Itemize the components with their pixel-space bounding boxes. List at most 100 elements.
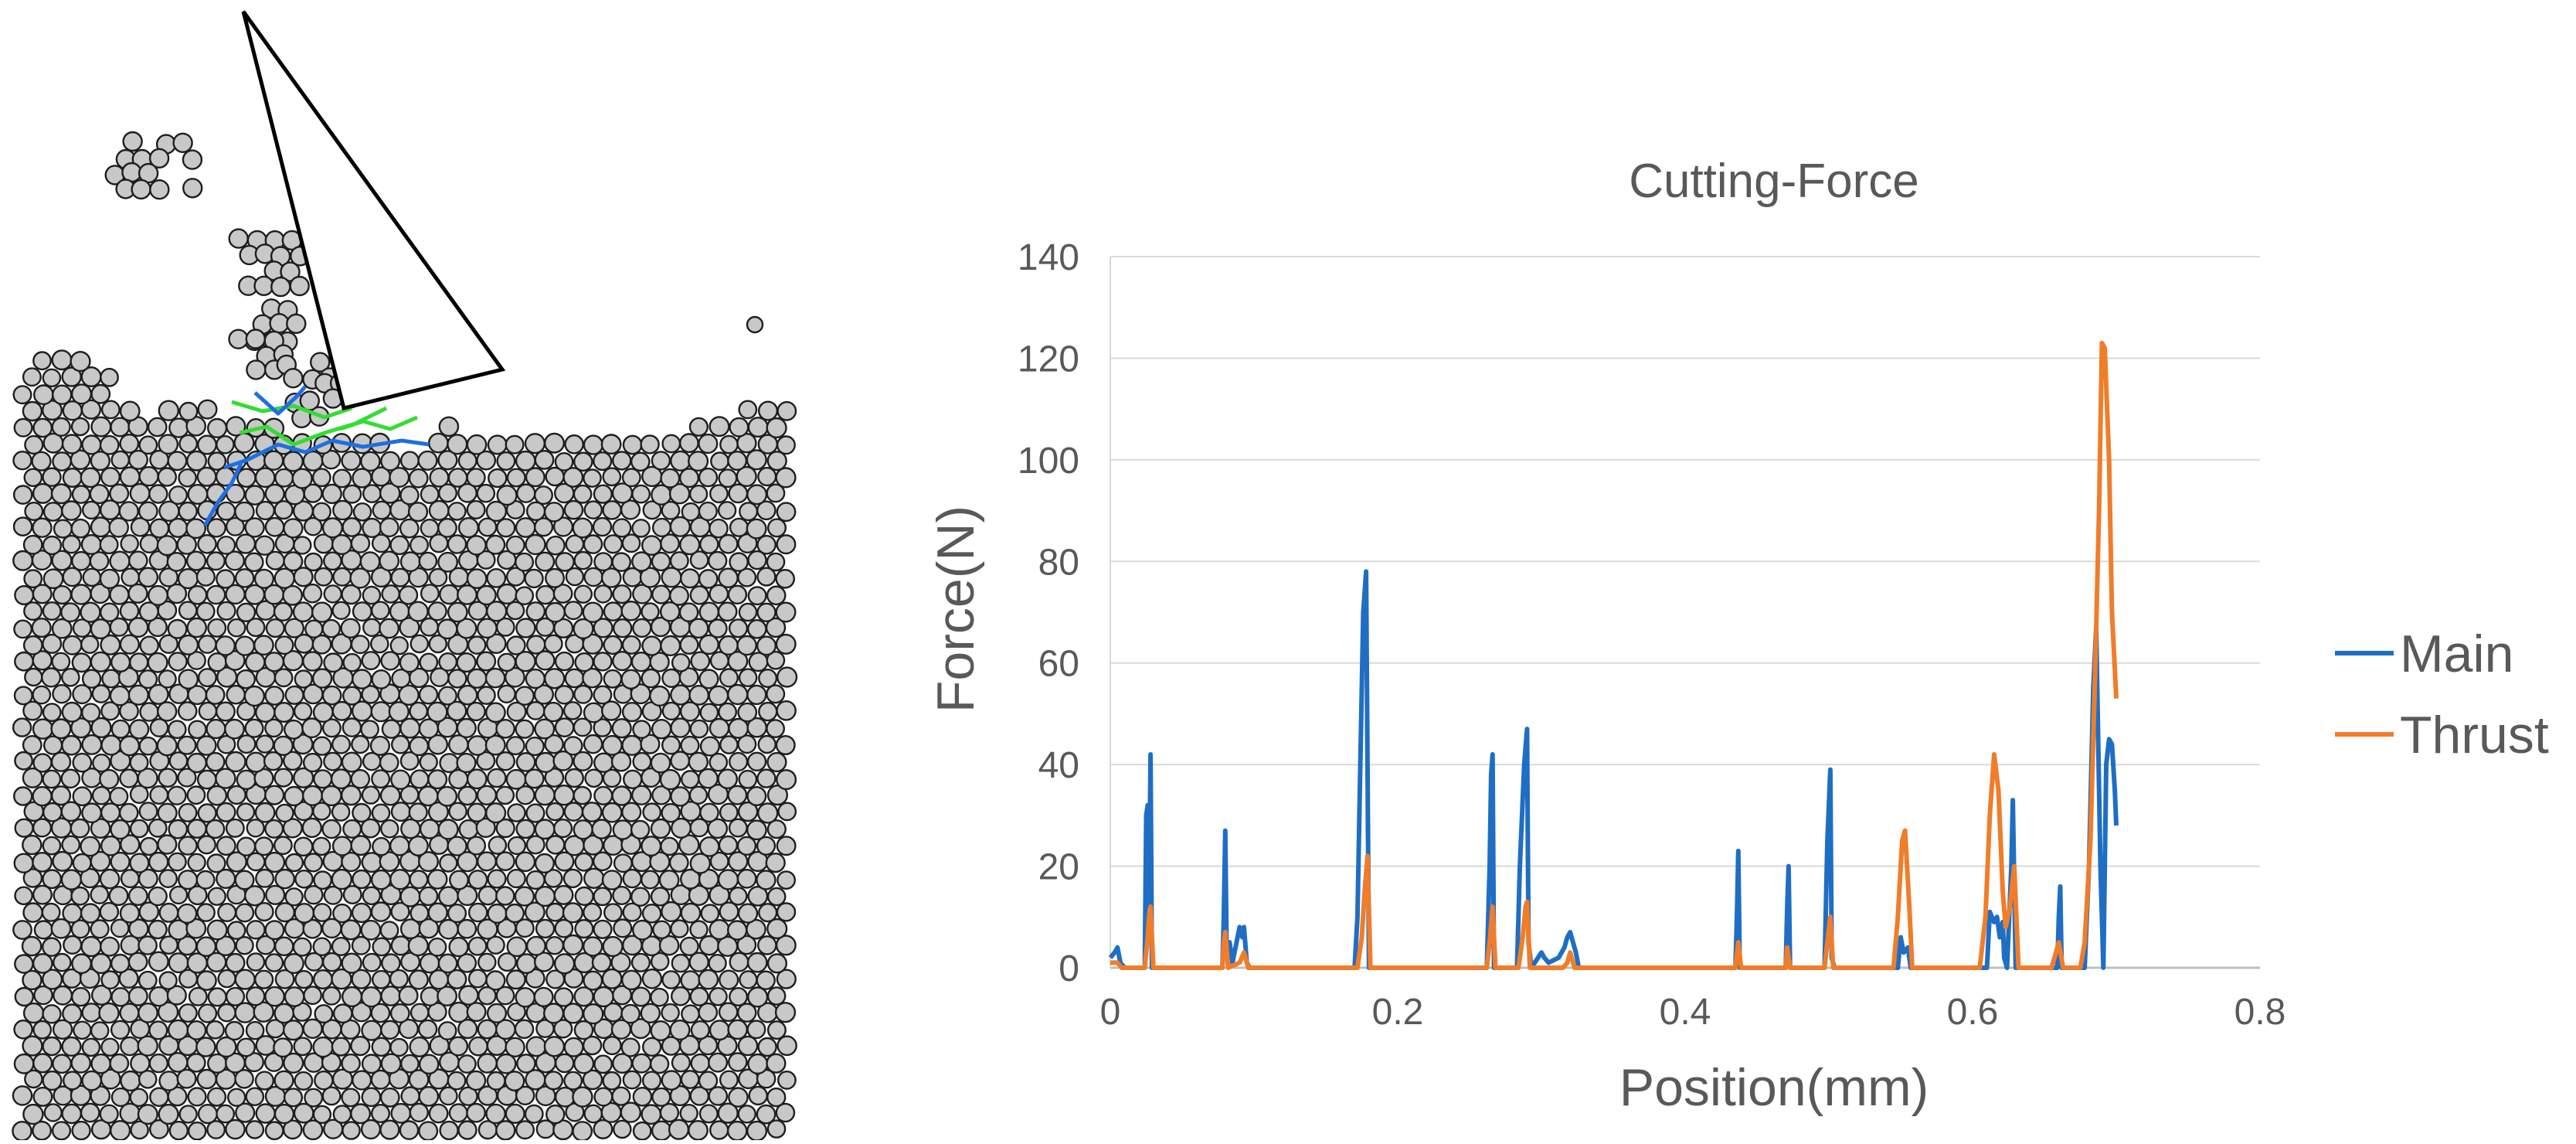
- workpiece-particle: [341, 450, 362, 472]
- workpiece-particle: [428, 567, 448, 587]
- workpiece-particle: [50, 751, 72, 772]
- workpiece-particle: [370, 601, 390, 621]
- workpiece-particle: [418, 918, 440, 939]
- workpiece-particle: [283, 1052, 304, 1074]
- workpiece-particle: [118, 968, 139, 989]
- workpiece-particle: [70, 717, 92, 739]
- workpiece-particle: [552, 584, 573, 604]
- chip-particle: [746, 315, 764, 334]
- workpiece-particle: [507, 803, 526, 822]
- workpiece-particle: [709, 717, 730, 739]
- workpiece-particle: [505, 601, 525, 621]
- workpiece-particle: [32, 584, 53, 604]
- workpiece-particle: [226, 851, 247, 873]
- workpiece-particle: [129, 1088, 149, 1108]
- workpiece-particle: [283, 952, 304, 974]
- workpiece-particle: [186, 1053, 206, 1073]
- workpiece-particle: [525, 1036, 547, 1057]
- workpiece-particle: [525, 736, 545, 757]
- workpiece-particle: [717, 501, 737, 520]
- workpiece-particle: [679, 534, 701, 556]
- workpiece-particle: [582, 1069, 603, 1091]
- workpiece-particle: [304, 884, 324, 905]
- workpiece-particle: [563, 601, 583, 621]
- workpiece-particle: [362, 585, 382, 605]
- workpiece-particle: [766, 651, 786, 670]
- workpiece-particle: [244, 652, 266, 672]
- workpiece-particle: [80, 635, 100, 654]
- workpiece-particle: [718, 567, 739, 589]
- workpiece-particle: [206, 751, 226, 772]
- workpiece-particle: [776, 502, 797, 523]
- workpiece-particle: [505, 969, 526, 990]
- workpiece-particle: [61, 1103, 82, 1125]
- workpiece-particle: [12, 1121, 32, 1142]
- workpiece-particle: [188, 986, 208, 1006]
- workpiece-particle: [178, 802, 198, 822]
- workpiece-particle: [545, 902, 565, 922]
- workpiece-particle: [418, 1086, 440, 1107]
- workpiece-particle: [166, 583, 188, 604]
- workpiece-particle: [728, 818, 748, 838]
- workpiece-particle: [370, 701, 392, 723]
- workpiece-particle: [12, 485, 33, 505]
- workpiece-particle: [573, 819, 593, 840]
- workpiece-particle: [543, 502, 565, 523]
- workpiece-particle: [766, 1053, 787, 1074]
- workpiece-particle: [350, 635, 370, 655]
- workpiece-particle: [420, 617, 439, 637]
- workpiece-particle: [216, 569, 236, 589]
- workpiece-particle: [148, 951, 169, 972]
- workpiece-particle: [61, 434, 83, 455]
- workpiece-particle: [505, 1037, 525, 1058]
- workpiece-particle: [746, 484, 768, 506]
- workpiece-particle: [593, 851, 613, 872]
- workpiece-particle: [52, 1054, 73, 1074]
- workpiece-particle: [593, 584, 613, 604]
- workpiece-particle: [428, 634, 447, 654]
- workpiece-particle: [593, 552, 613, 572]
- workpiece-particle: [389, 636, 409, 655]
- workpiece-particle: [419, 952, 440, 974]
- workpiece-particle: [234, 501, 255, 523]
- workpiece-particle: [584, 768, 603, 788]
- workpiece-particle: [198, 1003, 218, 1023]
- workpiece-particle: [484, 734, 506, 756]
- workpiece-particle: [22, 635, 43, 655]
- workpiece-particle: [158, 634, 178, 654]
- workpiece-particle: [13, 686, 33, 706]
- workpiece-particle: [129, 785, 149, 804]
- workpiece-particle: [747, 550, 767, 570]
- workpiece-particle: [371, 803, 391, 823]
- workpiece-particle: [81, 802, 103, 824]
- workpiece-particle: [542, 701, 564, 723]
- workpiece-particle: [331, 601, 351, 620]
- workpiece-particle: [622, 1070, 642, 1090]
- workpiece-particle: [447, 601, 468, 623]
- workpiece-particle: [456, 717, 477, 738]
- workpiece-particle: [487, 869, 507, 889]
- workpiece-particle: [505, 434, 525, 455]
- workpiece-particle: [321, 986, 342, 1006]
- workpiece-particle: [390, 567, 410, 587]
- workpiece-particle: [699, 534, 719, 554]
- workpiece-particle: [698, 433, 719, 455]
- workpiece-particle: [428, 1103, 449, 1124]
- workpiece-particle: [227, 1088, 246, 1107]
- workpiece-particle: [447, 468, 468, 488]
- workpiece-particle: [552, 818, 573, 839]
- workpiece-particle: [775, 569, 796, 589]
- workpiece-particle: [622, 902, 642, 922]
- workpiece-particle: [245, 1120, 265, 1139]
- workpiece-particle: [506, 635, 526, 655]
- workpiece-particle: [553, 987, 574, 1007]
- workpiece-particle: [613, 618, 633, 638]
- workpiece-particle: [311, 634, 332, 655]
- workpiece-particle: [630, 986, 651, 1007]
- workpiece-particle: [776, 969, 797, 989]
- workpiece-particle: [641, 969, 663, 989]
- workpiece-particle: [583, 734, 603, 754]
- workpiece-particle: [284, 719, 304, 740]
- workpiece-particle: [274, 1070, 294, 1091]
- workpiece-particle: [215, 701, 236, 722]
